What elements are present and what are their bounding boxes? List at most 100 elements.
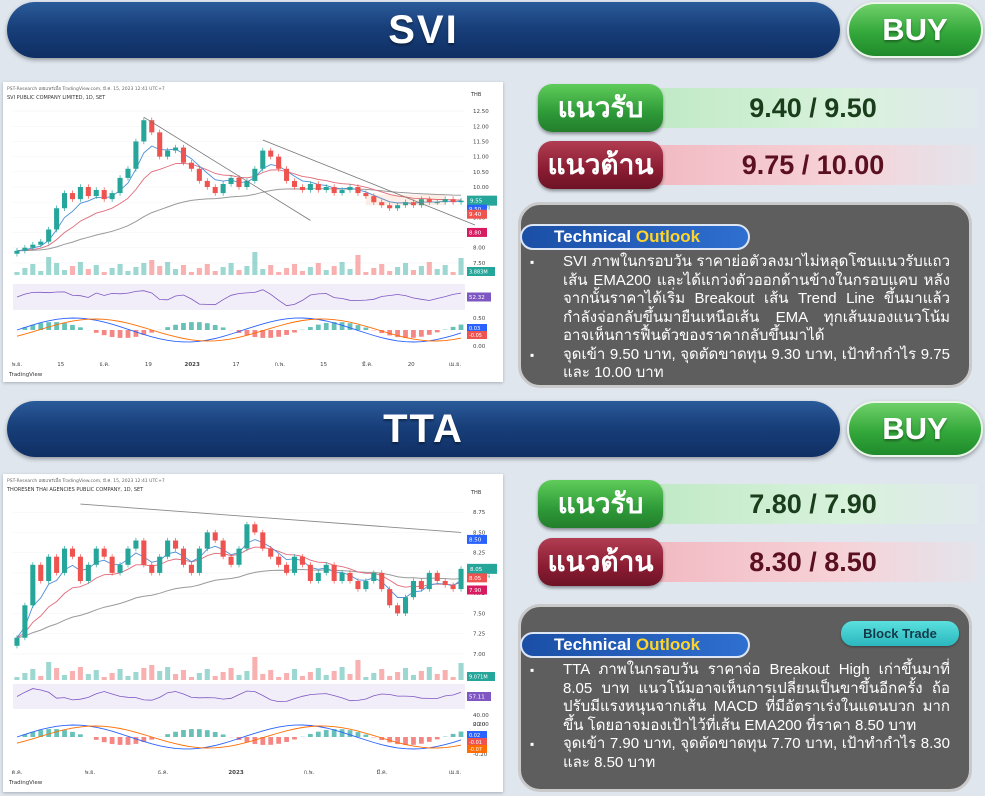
volume-bar <box>371 673 377 680</box>
macd-histogram-bar <box>411 330 416 338</box>
chart-source-text: PST-Research เผยแพร่เมื่อ TradingView.co… <box>7 477 165 484</box>
macd-histogram-bar <box>189 322 194 330</box>
buy-badge-tta: BUY <box>847 401 983 457</box>
currency-label: THB <box>470 490 482 496</box>
candle-body <box>418 199 424 206</box>
time-tick-label: มี.ค. <box>376 769 387 776</box>
tradingview-logo: TradingView <box>8 780 43 786</box>
macd-tick-label: -0.20 <box>473 752 488 758</box>
price-chart-svi: PST-Research เผยแพร่เมื่อ TradingView.co… <box>3 82 503 382</box>
macd-histogram-bar <box>149 737 155 740</box>
time-tick-label: มี.ค. <box>362 361 373 368</box>
price-tick-label: 8.25 <box>473 551 486 557</box>
volume-bar <box>196 673 202 680</box>
macd-histogram-bar <box>125 737 131 745</box>
macd-tag <box>467 324 487 332</box>
price-tick-label: 7.00 <box>473 652 486 658</box>
volume-bar <box>149 665 155 680</box>
ema200-line <box>16 188 462 252</box>
price-tick-label: 11.50 <box>473 139 489 145</box>
macd-histogram-bar <box>165 327 171 330</box>
volume-bar <box>77 667 83 680</box>
candle-body <box>165 150 171 157</box>
outlook-bullet: จุดเข้า 9.50 บาท, จุดตัดขาดทุน 9.30 บาท,… <box>530 346 950 383</box>
volume-bar <box>149 260 155 275</box>
volume-bar <box>220 672 226 680</box>
resistance-label: แนวต้าน <box>538 538 663 586</box>
volume-bar <box>410 270 416 275</box>
candle-body <box>387 205 393 209</box>
candle-body <box>434 202 440 204</box>
candle-body <box>125 168 131 178</box>
macd-histogram-bar <box>101 737 107 743</box>
candle-body <box>291 556 298 573</box>
ticker-banner-svi: SVI <box>7 2 840 58</box>
volume-bar <box>387 676 393 680</box>
candle-body <box>387 589 393 606</box>
price-level-text: 9.40 <box>469 212 482 218</box>
candle-body <box>157 132 163 157</box>
macd-histogram-bar <box>173 731 178 737</box>
macd-histogram-bar <box>181 729 186 737</box>
candle-body <box>434 572 440 581</box>
volume-bar <box>180 670 187 680</box>
candle-body <box>426 199 432 203</box>
rsi-tag <box>467 292 491 302</box>
outlook-bullets-tta: TTA ภาพในกรอบวัน ราคาจ่อ Breakout High เ… <box>530 661 950 772</box>
candle-body <box>30 244 36 248</box>
macd-histogram-bar <box>355 325 361 330</box>
volume-bar <box>450 677 456 680</box>
candle-body <box>323 564 329 573</box>
chart-symbol-text: THORESEN THAI AGENCIES PUBLIC COMPANY, 1… <box>6 487 144 493</box>
candle-body <box>165 540 171 557</box>
volume-bar <box>323 675 329 680</box>
volume-bar <box>117 264 123 275</box>
volume-bar <box>276 272 282 275</box>
candle-body <box>228 556 234 565</box>
candle-body <box>244 180 250 187</box>
macd-histogram-bar <box>307 327 313 330</box>
candle-body <box>62 193 68 209</box>
candle-body <box>93 548 99 565</box>
candle-body <box>117 564 123 573</box>
ticker-banner-tta: TTA <box>7 401 840 457</box>
support-value: 7.80 / 7.90 <box>648 484 978 524</box>
volume-bar <box>133 267 139 275</box>
volume-bar <box>284 268 290 275</box>
macd-histogram-bar <box>347 323 353 330</box>
support-row-svi: 9.40 / 9.50 แนวรับ <box>538 84 978 132</box>
volume-bar <box>141 668 147 680</box>
candle-body <box>315 183 321 191</box>
outlook-title-technical: Technical <box>554 227 632 246</box>
resistance-row-tta: 8.30 / 8.50 แนวต้าน <box>538 538 978 586</box>
macd-histogram-bar <box>78 734 83 737</box>
outlook-bullet: TTA ภาพในกรอบวัน ราคาจ่อ Breakout High เ… <box>530 661 950 735</box>
rsi-tick-label: 20.00 <box>473 722 489 728</box>
candle-body <box>395 205 401 209</box>
candle-body <box>268 150 274 157</box>
candle-body <box>38 241 44 245</box>
volume-bar <box>371 268 377 275</box>
candle-body <box>410 202 416 206</box>
price-level-tag <box>467 534 487 544</box>
candle-body <box>299 187 305 191</box>
volume-bar <box>69 266 76 275</box>
macd-histogram-bar <box>339 729 345 737</box>
price-tick-label: 12.00 <box>473 124 489 130</box>
ticker-title: SVI <box>388 8 459 52</box>
buy-badge-svi: BUY <box>847 2 983 58</box>
rsi-tag <box>467 692 491 701</box>
price-tick-label: 11.00 <box>473 155 489 161</box>
rsi-tag-text: 57.11 <box>469 695 485 701</box>
volume-bar <box>347 674 353 680</box>
candle-body <box>260 150 266 169</box>
time-tick-label: 19 <box>145 362 152 368</box>
outlook-title-outlook: Outlook <box>635 635 701 654</box>
candle-body <box>188 564 194 573</box>
macd-histogram-bar <box>93 737 99 740</box>
candle-body <box>450 585 456 590</box>
macd-histogram-bar <box>292 330 297 333</box>
macd-tag-text: 0.03 <box>469 326 480 332</box>
macd-tick-label: 0.00 <box>473 344 486 350</box>
time-tick-label: เม.ย. <box>449 362 461 368</box>
